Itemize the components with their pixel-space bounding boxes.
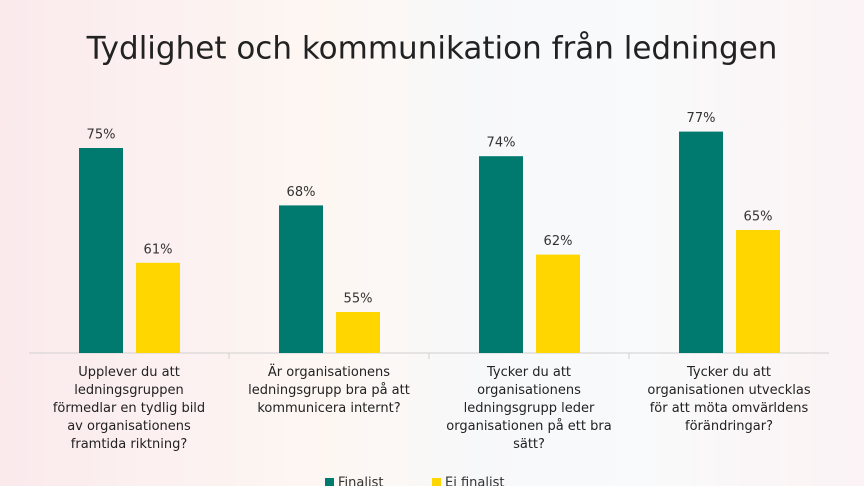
value-label: 55% (344, 292, 373, 307)
x-tick-label: Är organisationens ledningsgrupp bra på … (248, 365, 410, 416)
value-label: 74% (487, 136, 516, 151)
value-label: 62% (544, 234, 573, 249)
value-label: 65% (744, 210, 773, 225)
value-label: 75% (87, 128, 116, 143)
bar (79, 148, 123, 353)
value-label: 77% (687, 111, 716, 126)
x-tick-label: Upplever du att ledningsgruppen förmedla… (52, 365, 206, 452)
legend-swatch (432, 478, 441, 486)
x-tick-label: Tycker du att organisationen utvecklas f… (647, 365, 811, 434)
value-label: 61% (144, 242, 173, 257)
bar (679, 131, 723, 353)
chart-title: Tydlighet och kommunikation från ledning… (86, 31, 778, 67)
legend-swatch (325, 478, 334, 486)
bar (736, 230, 780, 353)
legend-label: Finalist (338, 476, 383, 486)
legend-label: Ej finalist (445, 476, 504, 486)
bar (136, 262, 180, 353)
bar (279, 205, 323, 353)
x-tick-label: Tycker du att organisationens ledningsgr… (446, 365, 612, 452)
bar (536, 254, 580, 353)
value-label: 68% (287, 185, 316, 200)
bar (479, 156, 523, 353)
bar (336, 312, 380, 353)
